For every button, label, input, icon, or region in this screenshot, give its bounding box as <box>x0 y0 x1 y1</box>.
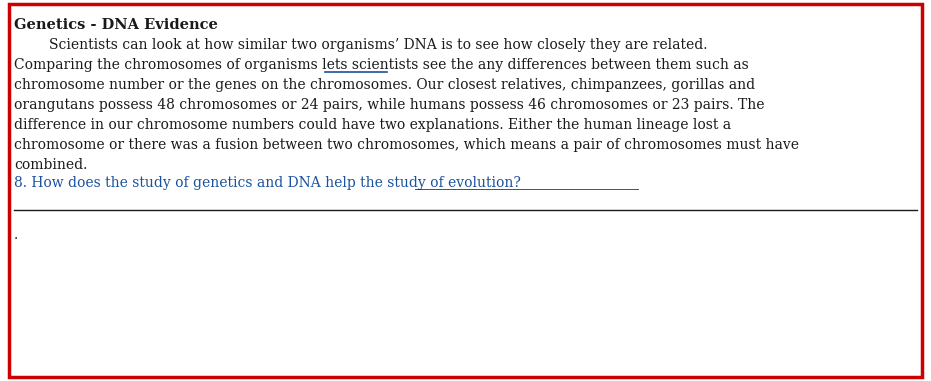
Text: Genetics - DNA Evidence: Genetics - DNA Evidence <box>14 18 218 32</box>
Text: 8. How does the study of genetics and DNA help the study of evolution?: 8. How does the study of genetics and DN… <box>14 176 525 190</box>
Text: orangutans possess 48 chromosomes or 24 pairs, while humans possess 46 chromosom: orangutans possess 48 chromosomes or 24 … <box>14 98 764 112</box>
Text: ________________________________: ________________________________ <box>415 176 640 190</box>
Text: Scientists can look at how similar two organisms’ DNA is to see how closely they: Scientists can look at how similar two o… <box>14 38 708 52</box>
Text: difference in our chromosome numbers could have two explanations. Either the hum: difference in our chromosome numbers cou… <box>14 118 731 132</box>
Text: combined.: combined. <box>14 158 88 172</box>
Text: chromosome or there was a fusion between two chromosomes, which means a pair of : chromosome or there was a fusion between… <box>14 138 799 152</box>
Text: chromosome number or the genes on the chromosomes. Our closest relatives, chimpa: chromosome number or the genes on the ch… <box>14 78 755 92</box>
Text: Comparing the chromosomes of organisms lets scientists see the any differences b: Comparing the chromosomes of organisms l… <box>14 58 749 72</box>
Text: .: . <box>14 228 19 242</box>
